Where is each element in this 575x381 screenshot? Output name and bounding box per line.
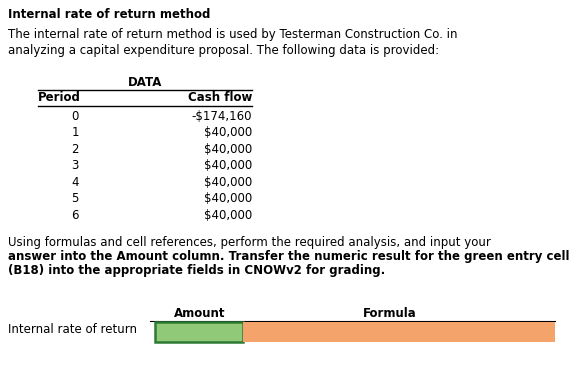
Text: analyzing a capital expenditure proposal. The following data is provided:: analyzing a capital expenditure proposal…	[8, 44, 439, 57]
Text: answer into the Amount column. Transfer the numeric result for the green entry c: answer into the Amount column. Transfer …	[8, 250, 569, 263]
Text: 6: 6	[71, 209, 79, 222]
Text: -$174,160: -$174,160	[191, 110, 252, 123]
Text: DATA: DATA	[128, 76, 162, 89]
Text: 3: 3	[71, 160, 79, 173]
Text: Amount: Amount	[174, 307, 226, 320]
Text: The internal rate of return method is used by Testerman Construction Co. in: The internal rate of return method is us…	[8, 28, 458, 41]
Text: 0: 0	[71, 110, 79, 123]
Text: 4: 4	[71, 176, 79, 189]
Text: Period: Period	[38, 91, 81, 104]
Text: Internal rate of return method: Internal rate of return method	[8, 8, 210, 21]
Text: 1: 1	[71, 126, 79, 139]
Text: 2: 2	[71, 143, 79, 156]
Text: Using formulas and cell references, perform the required analysis, and input you: Using formulas and cell references, perf…	[8, 236, 491, 249]
Text: $40,000: $40,000	[204, 192, 252, 205]
Text: Internal rate of return: Internal rate of return	[8, 323, 137, 336]
Text: (B18) into the appropriate fields in CNOWv2 for grading.: (B18) into the appropriate fields in CNO…	[8, 264, 385, 277]
Text: $40,000: $40,000	[204, 176, 252, 189]
Text: $40,000: $40,000	[204, 209, 252, 222]
Text: Cash flow: Cash flow	[187, 91, 252, 104]
Text: $40,000: $40,000	[204, 126, 252, 139]
Text: 5: 5	[71, 192, 79, 205]
Text: Formula: Formula	[363, 307, 417, 320]
Text: $40,000: $40,000	[204, 160, 252, 173]
Text: $40,000: $40,000	[204, 143, 252, 156]
